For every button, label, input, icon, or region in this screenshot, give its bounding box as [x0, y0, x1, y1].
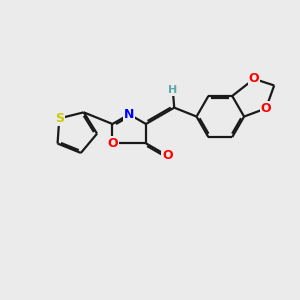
Text: O: O	[261, 102, 271, 115]
Text: O: O	[249, 72, 260, 86]
Text: S: S	[55, 112, 64, 125]
Text: O: O	[163, 149, 173, 162]
Text: N: N	[124, 108, 134, 121]
Text: H: H	[168, 85, 177, 95]
Text: O: O	[107, 137, 118, 150]
